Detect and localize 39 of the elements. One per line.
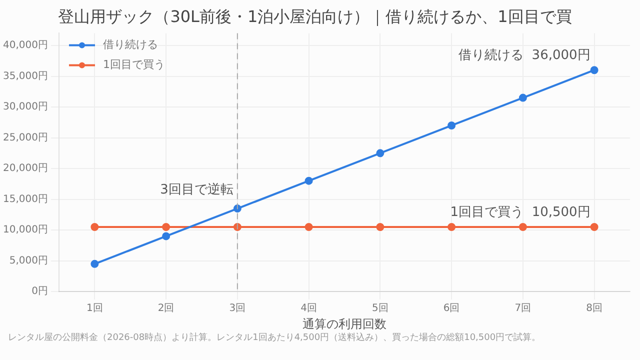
y-tick-label: 25,000円 [2,132,48,144]
x-tick-label: 2回 [158,303,174,314]
point [448,223,456,231]
point [304,223,313,231]
x-axis-title: 通算の利用回数 [302,316,386,331]
annotation: 1回目で買う 10,500円 [450,204,590,220]
y-tick-label: 35,000円 [2,70,48,82]
chart-title: 登山用ザック（30L前後・1泊小屋泊向け）｜借り続けるか、1回目で買 [58,6,572,26]
x-tick-label: 5回 [372,303,388,314]
annotation: 3回目で逆転 [160,182,234,198]
y-tick-label: 15,000円 [2,194,48,205]
point [304,176,313,185]
point [162,232,170,240]
point [90,260,99,268]
x-tick-label: 4回 [300,303,317,314]
point [376,223,384,231]
x-tick-label: 1回 [86,303,103,314]
x-tick-label: 6回 [443,303,460,314]
text: レンタル屋の公開料金（2026-08時点）より計算。レンタル1回あたり4,500円（送料込み）、買った場合の総額10,500円で試算。 [7,332,542,344]
y-tick-label: 10,000円 [2,224,48,236]
point [90,223,99,231]
point [590,223,598,231]
point [162,223,170,231]
annotation: 借り続ける 36,000円 [458,48,590,63]
legend-label: 借り続ける [102,38,158,52]
x-tick-label: 8回 [586,303,602,314]
x-tick-label: 3回 [229,303,246,314]
y-tick-label: 20,000円 [2,163,48,174]
point [376,149,384,158]
point [448,121,456,130]
point [590,66,598,74]
legend-label: 1回目で買う [102,58,165,72]
y-tick-label: 0円 [32,286,48,298]
y-tick-label: 40,000円 [2,40,48,52]
y-tick-label: 30,000円 [2,102,48,113]
point [518,223,527,231]
x-tick-label: 7回 [514,303,532,314]
y-tick-label: 5,000円 [9,255,48,266]
point [518,94,527,102]
